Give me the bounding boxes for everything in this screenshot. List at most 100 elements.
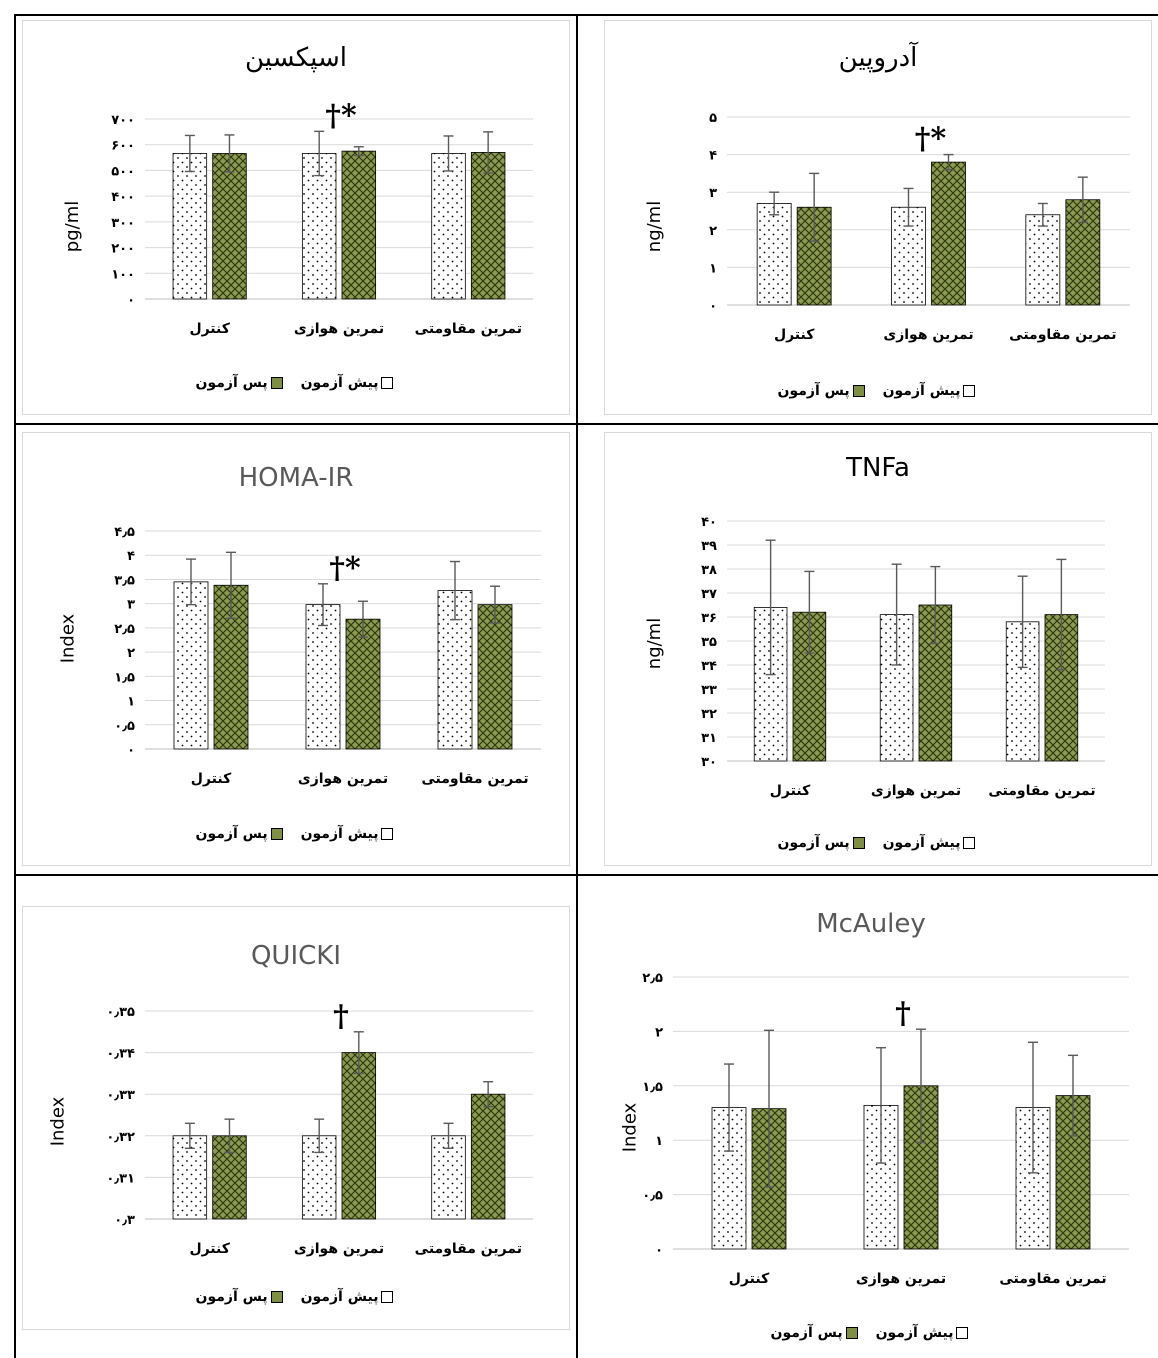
y-tick-label: ۰: [709, 299, 717, 314]
table-divider-row2: [14, 874, 1158, 876]
legend-label-pre: پیش آزمون: [300, 1289, 379, 1305]
chart-svg: ۰ ۱۰۰ ۲۰۰ ۳۰۰ ۴۰۰ ۵۰۰ ۶۰۰ ۷۰۰ کنترل تمرین هوازی †*…: [111, 98, 533, 337]
table-border-top: [14, 14, 1158, 16]
legend-swatch-pre: [963, 385, 976, 397]
chart-title: TNFa: [846, 453, 910, 483]
legend-item-pre: پیش آزمون: [876, 1325, 972, 1341]
legend-swatch-pre: [381, 377, 394, 389]
legend-item-pre: پیش آزمون: [301, 826, 397, 842]
y-tick-label: ۳۸: [701, 563, 717, 578]
chart-title: McAuley: [816, 909, 926, 939]
legend-item-post: پس آزمون: [778, 383, 868, 399]
significance-marker: †*: [325, 98, 357, 133]
y-tick-label: ۵: [709, 111, 717, 126]
bar-pre-test: [172, 1135, 208, 1220]
legend-swatch-post: [852, 837, 865, 849]
chart-panel-quicki: QUICKI Index ۰٫۳ ۰٫۳۱ ۰٫۳۲ ۰٫۳۳ ۰٫۳۴ ۰٫۳۵ کنتر…: [22, 906, 570, 1330]
chart-title: HOMA-IR: [238, 463, 354, 493]
y-tick-label: ۳۲: [701, 707, 717, 722]
y-tick-label: ۰٫۳۳: [106, 1088, 135, 1103]
y-tick-label: ۴٫۵: [114, 525, 135, 540]
bar-post-test: [212, 153, 247, 300]
y-tick-label: ۲: [709, 224, 717, 239]
legend: پیش آزمون پس آزمون: [23, 375, 569, 391]
legend-item-post: پس آزمون: [196, 1289, 286, 1305]
y-tick-label: ۴۰: [701, 515, 717, 530]
y-tick-label: ۴: [709, 149, 717, 164]
y-tick-label: ۴۰۰: [111, 190, 135, 205]
bar-pre-test: [305, 604, 341, 750]
y-tick-label: ۰: [127, 743, 135, 758]
legend-label-pre: پیش آزمون: [875, 1325, 954, 1341]
legend-item-pre: پیش آزمون: [301, 1289, 397, 1305]
y-tick-label: ۰: [127, 293, 135, 308]
x-category-label: تمرین هوازی: [883, 327, 973, 343]
legend-item-pre: پیش آزمون: [301, 375, 397, 391]
y-tick-label: ۱: [709, 261, 717, 276]
y-tick-label: ۱: [127, 695, 135, 710]
y-tick-label: ۵۰۰: [111, 164, 135, 179]
legend: پیش آزمون پس آزمون: [23, 1289, 569, 1305]
y-tick-label: ۳۰: [701, 755, 717, 770]
x-category-label: تمرین مقاومتی: [415, 321, 522, 337]
x-category-label: تمرین هوازی: [298, 771, 388, 787]
y-tick-label: ۰٫۳۱: [106, 1171, 135, 1186]
legend-label-post: پس آزمون: [777, 383, 850, 399]
legend-swatch-pre: [381, 828, 394, 840]
legend-item-pre: پیش آزمون: [883, 835, 979, 851]
chart-svg: ۳۰ ۳۱ ۳۲ ۳۳ ۳۴ ۳۵ ۳۶ ۳۷ ۳۸ ۳۹ ۴۰ کنترل تمرین هوازی تم…: [701, 515, 1105, 799]
x-category-label: تمرین هوازی: [871, 783, 961, 799]
y-tick-label: ۳: [127, 598, 135, 613]
bar-pre-test: [756, 203, 792, 306]
legend-swatch-pre: [963, 837, 976, 849]
y-tick-label: ۰: [655, 1243, 663, 1258]
y-tick-label: ۳۴: [701, 659, 717, 674]
bar-post-test: [470, 1093, 506, 1220]
legend-item-post: پس آزمون: [196, 375, 286, 391]
bar-post-test: [345, 618, 381, 750]
legend-label-pre: پیش آزمون: [882, 835, 961, 851]
y-tick-label: ۳٫۵: [114, 573, 135, 588]
y-tick-label: ۳۵: [701, 635, 717, 650]
legend-label-pre: پیش آزمون: [300, 826, 379, 842]
chart-title: اسپکسین: [244, 43, 348, 73]
x-category-label: تمرین مقاومتی: [988, 783, 1095, 799]
legend-swatch-pre: [956, 1327, 969, 1339]
y-tick-label: ۱۰۰: [111, 267, 135, 282]
legend-swatch-post: [270, 828, 283, 840]
bar-pre-test: [431, 153, 466, 300]
chart-panel-mcauley: McAuley Index ۰ ۰٫۵ ۱ ۱٫۵ ۲ ۲٫۵ کنترل تمرین هوا…: [590, 896, 1152, 1352]
y-tick-label: ۰٫۵: [642, 1189, 663, 1204]
legend-swatch-post: [270, 1291, 283, 1303]
x-category-label: کنترل: [774, 327, 815, 343]
x-category-label: تمرین هوازی: [856, 1271, 946, 1287]
bar-pre-test: [172, 153, 208, 300]
y-tick-label: ۳۰۰: [111, 216, 135, 231]
y-tick-label: ۲: [655, 1025, 663, 1040]
bar-post-test: [477, 604, 513, 750]
bar-pre-test: [173, 581, 209, 750]
chart-panel-tnfa: TNFa ng/ml ۳۰ ۳۱ ۳۲ ۳۳ ۳۴ ۳۵ ۳۶ ۳۷ ۳۸ ۳۹ ۴۰ کنترل تم…: [604, 432, 1152, 866]
legend-label-post: پس آزمون: [195, 375, 268, 391]
legend-label-post: پس آزمون: [195, 826, 268, 842]
legend-swatch-post: [270, 377, 283, 389]
bar-pre-test: [431, 1135, 466, 1220]
legend-swatch-post: [852, 385, 865, 397]
chart-panel-adropin: آدروپین ng/ml ۰ ۱ ۲ ۳ ۴ ۵ کنترل تمرین هوازی †* تم…: [604, 20, 1152, 415]
legend: پیش آزمون پس آزمون: [605, 835, 1151, 851]
y-tick-label: ۲: [127, 646, 135, 661]
y-tick-label: ۳۹: [701, 539, 717, 554]
chart-svg: ۰ ۰٫۵ ۱ ۱٫۵ ۲ ۲٫۵ ۳ ۳٫۵ ۴ ۴٫۵ کنترل تمرین هوازی †* تم…: [114, 525, 541, 787]
y-tick-label: ۱: [655, 1134, 663, 1149]
x-category-label: تمرین هوازی: [294, 321, 384, 337]
bar-post-test: [341, 150, 377, 300]
legend-item-post: پس آزمون: [771, 1325, 861, 1341]
table-divider-vertical: [576, 14, 578, 1358]
x-category-label: کنترل: [770, 783, 811, 799]
x-category-label: تمرین هوازی: [294, 1241, 384, 1257]
bar-post-test: [470, 152, 506, 300]
significance-marker: †*: [329, 551, 361, 586]
legend-item-post: پس آزمون: [778, 835, 868, 851]
x-category-label: کنترل: [189, 1241, 230, 1257]
significance-marker: †*: [915, 122, 947, 157]
